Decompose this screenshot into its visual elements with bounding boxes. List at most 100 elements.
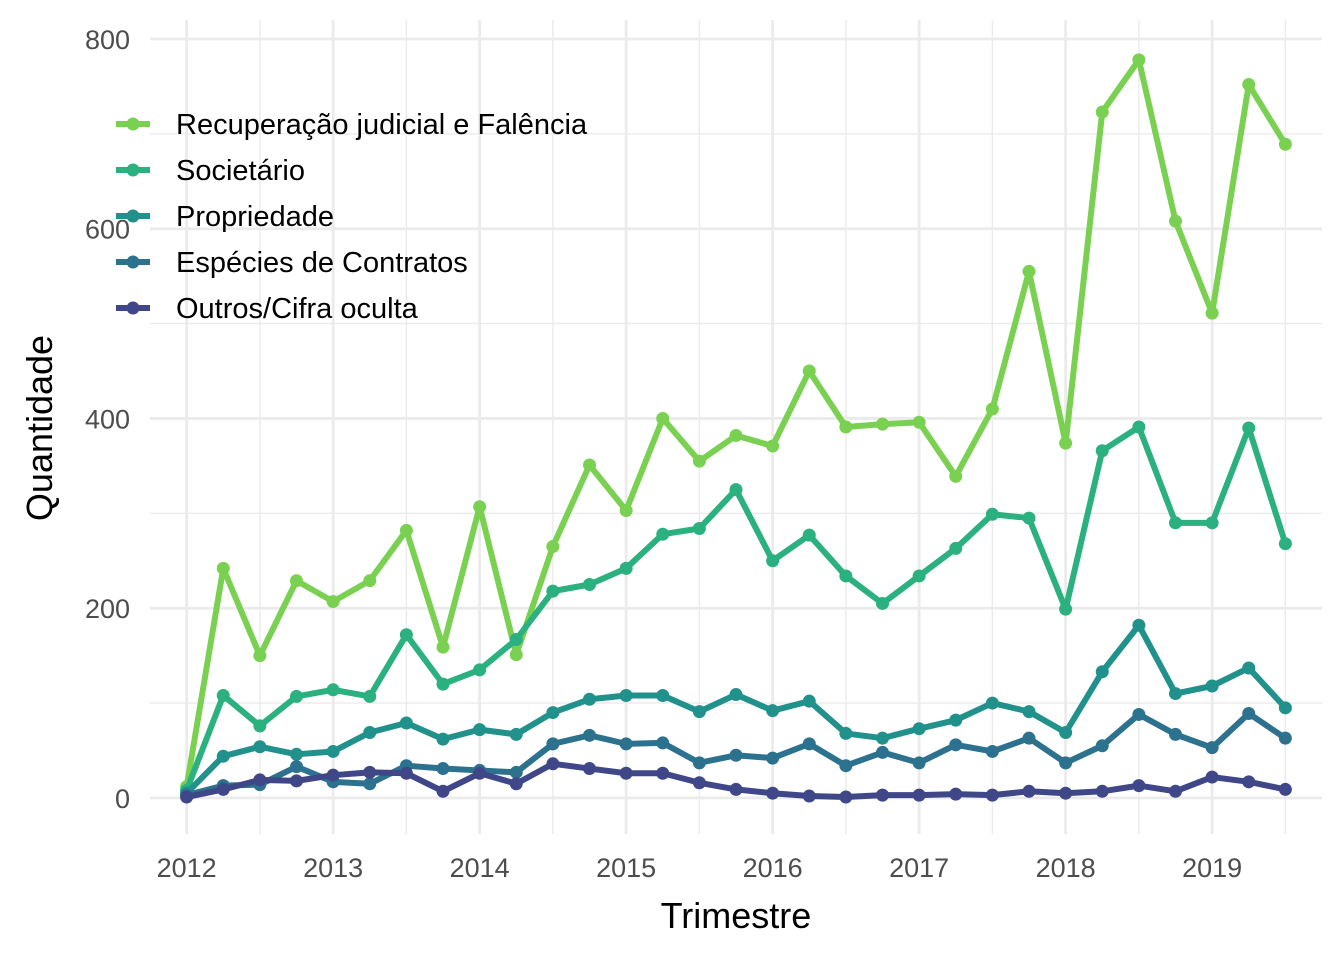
data-point [692,756,706,770]
series-layer [180,53,1292,804]
data-point [1278,782,1292,796]
data-point [546,737,560,751]
data-point [216,561,230,575]
data-point [985,788,999,802]
data-point [656,766,670,780]
series-line [183,622,1289,797]
y-tick-label: 0 [115,784,130,814]
data-point [473,723,487,737]
data-point [949,738,963,752]
data-point [656,411,670,425]
data-point [802,528,816,542]
data-point [729,688,743,702]
x-tick-label: 2019 [1182,853,1242,883]
data-point [1059,436,1073,450]
legend-key-point [126,301,140,315]
data-point [363,725,377,739]
data-point [326,683,340,697]
x-axis-title: Trimestre [661,895,812,936]
data-point [1095,665,1109,679]
major-gridlines [150,20,1322,834]
y-tick-label: 600 [85,215,130,245]
data-point [1205,516,1219,530]
data-point [290,689,303,703]
data-point [1095,739,1109,753]
data-point [290,747,303,761]
data-point [473,500,487,514]
data-point [546,706,560,720]
data-point [583,577,596,591]
data-point [1242,78,1256,92]
data-point [1132,53,1146,67]
minor-gridlines [150,20,1322,834]
data-point [216,688,230,702]
data-point [363,574,377,588]
x-tick-label: 2017 [889,853,949,883]
x-tick-label: 2015 [596,853,656,883]
data-point [1059,725,1073,739]
legend-key-point [126,209,140,223]
data-point [216,749,230,763]
data-point [619,766,633,780]
data-point [326,768,340,782]
data-point [1132,707,1146,721]
data-point [1278,137,1292,151]
data-point [1278,731,1292,745]
data-point [546,757,560,771]
data-point [1169,727,1182,741]
data-point [656,736,670,750]
x-tick-label: 2013 [303,853,363,883]
x-axis-ticks: 2012 2013 2014 2015 2016 2017 2018 2019 [157,853,1243,883]
data-point [1132,420,1146,434]
data-point [1022,784,1036,798]
data-point [1242,707,1256,721]
data-point [766,554,780,568]
data-point [546,584,560,598]
data-point [985,744,999,758]
data-point [1132,779,1146,793]
series-line [183,56,1289,790]
legend-label: Outros/Cifra oculta [176,293,419,325]
data-point [436,784,450,798]
data-point [253,740,267,754]
data-point [876,417,889,431]
data-point [1095,784,1109,798]
data-point [1242,661,1256,675]
data-point [326,744,340,758]
data-point [1278,537,1292,551]
data-point [363,689,377,703]
x-tick-label: 2016 [743,853,803,883]
data-point [802,364,816,378]
data-point [326,595,340,609]
data-point [802,694,816,708]
data-point [399,766,413,780]
data-point [656,688,670,702]
data-point [1059,786,1073,800]
data-point [1022,705,1036,719]
data-point [619,688,633,702]
data-point [766,439,780,453]
y-axis-title: Quantidade [19,335,60,521]
data-point [436,677,450,691]
data-point [949,787,963,801]
x-tick-label: 2018 [1036,853,1096,883]
data-point [509,633,523,647]
data-point [949,713,963,727]
data-point [729,748,743,762]
data-point [583,458,596,472]
data-point [1169,784,1182,798]
data-point [1205,679,1219,693]
data-point [949,469,963,483]
y-axis-ticks: 0 200 400 600 800 [85,25,130,814]
y-tick-label: 400 [85,404,130,434]
data-point [1169,214,1182,228]
data-point [509,777,523,791]
data-point [436,732,450,746]
data-point [802,737,816,751]
data-point [619,503,633,517]
data-point [583,762,596,776]
data-point [1095,444,1109,458]
legend-key-point [126,117,140,131]
data-point [1278,701,1292,715]
